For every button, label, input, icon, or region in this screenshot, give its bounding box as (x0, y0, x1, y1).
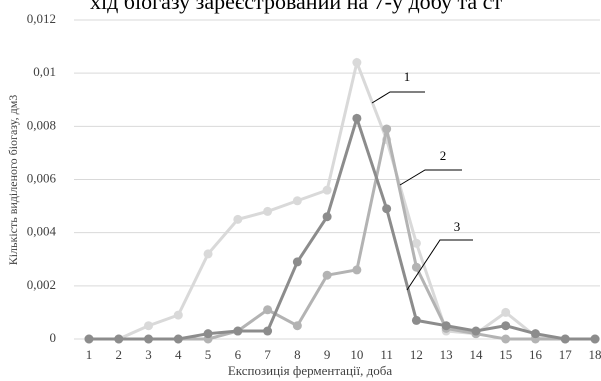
data-point (233, 326, 243, 336)
data-point (352, 58, 362, 68)
data-point (411, 262, 421, 272)
x-tick-label: 3 (145, 347, 152, 362)
series-line (89, 57, 595, 341)
x-tick-label: 18 (589, 347, 601, 362)
data-point (501, 321, 511, 331)
data-point (263, 206, 273, 216)
y-axis-title: Кількість виділеного біогазу, дм3 (6, 95, 20, 266)
data-point (590, 334, 600, 344)
y-tick-label: 0,006 (27, 170, 57, 185)
x-tick-label: 12 (410, 347, 423, 362)
leader-line (399, 169, 462, 186)
x-tick-label: 9 (324, 347, 331, 362)
x-tick-label: 7 (264, 347, 271, 362)
data-point (322, 270, 332, 280)
x-tick-label: 10 (350, 347, 363, 362)
data-point (530, 329, 540, 339)
x-tick-label: 15 (499, 347, 512, 362)
series-label: 1 (404, 69, 411, 84)
x-tick-label: 5 (205, 347, 212, 362)
x-axis-title: Експозиція ферментації, доба (228, 363, 393, 378)
x-tick-label: 16 (529, 347, 543, 362)
data-point (322, 185, 332, 195)
data-point (114, 334, 124, 344)
data-point (203, 329, 213, 339)
data-point (501, 307, 511, 317)
data-point (84, 334, 94, 344)
data-point (411, 315, 421, 325)
y-tick-label: 0 (50, 330, 57, 345)
data-point (322, 212, 332, 222)
x-tick-label: 11 (380, 347, 393, 362)
x-tick-label: 2 (116, 347, 123, 362)
data-point (203, 249, 213, 259)
leader-line (406, 239, 473, 291)
data-point (352, 265, 362, 275)
data-point (292, 196, 302, 206)
data-point (352, 113, 362, 123)
leader-line (371, 91, 425, 104)
series-label: 3 (454, 219, 461, 234)
context-text: хід біогазу зареєстрований на 7-у добу т… (90, 0, 502, 14)
y-tick-label: 0,008 (27, 117, 56, 132)
data-point (501, 334, 511, 344)
series-line (89, 113, 595, 341)
data-point (173, 334, 183, 344)
data-point (411, 238, 421, 248)
data-point (144, 321, 154, 331)
data-point (233, 214, 243, 224)
y-tick-label: 0,01 (33, 64, 56, 79)
x-tick-label: 6 (235, 347, 242, 362)
data-point (263, 326, 273, 336)
data-point (292, 257, 302, 267)
x-tick-label: 8 (294, 347, 301, 362)
data-point (144, 334, 154, 344)
x-tick-label: 17 (559, 347, 573, 362)
series-label: 2 (440, 148, 447, 163)
data-point (173, 310, 183, 320)
y-tick-label: 0,012 (27, 11, 56, 26)
data-point (441, 321, 451, 331)
data-point (292, 321, 302, 331)
series-line (89, 128, 595, 341)
x-tick-label: 4 (175, 347, 182, 362)
x-tick-label: 14 (469, 347, 483, 362)
data-point (263, 305, 273, 315)
y-tick-label: 0,002 (27, 277, 56, 292)
data-point (560, 334, 570, 344)
data-point (471, 326, 481, 336)
y-tick-label: 0,004 (27, 224, 57, 239)
data-point (382, 124, 392, 134)
data-point (382, 204, 392, 214)
x-tick-label: 13 (440, 347, 453, 362)
x-tick-label: 1 (86, 347, 93, 362)
